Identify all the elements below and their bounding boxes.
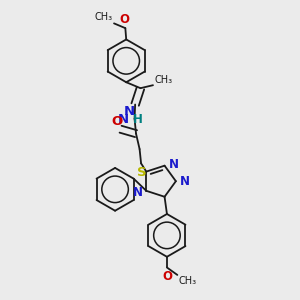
Text: H: H bbox=[133, 113, 142, 127]
Text: CH₃: CH₃ bbox=[154, 75, 172, 85]
Text: N: N bbox=[169, 158, 179, 171]
Text: N: N bbox=[133, 185, 143, 199]
Text: N: N bbox=[124, 104, 135, 118]
Text: O: O bbox=[119, 13, 129, 26]
Text: O: O bbox=[162, 271, 172, 284]
Text: S: S bbox=[137, 166, 147, 179]
Text: O: O bbox=[111, 115, 122, 128]
Text: N: N bbox=[180, 175, 190, 188]
Text: CH₃: CH₃ bbox=[95, 12, 113, 22]
Text: CH₃: CH₃ bbox=[179, 276, 197, 286]
Text: N: N bbox=[118, 113, 129, 127]
